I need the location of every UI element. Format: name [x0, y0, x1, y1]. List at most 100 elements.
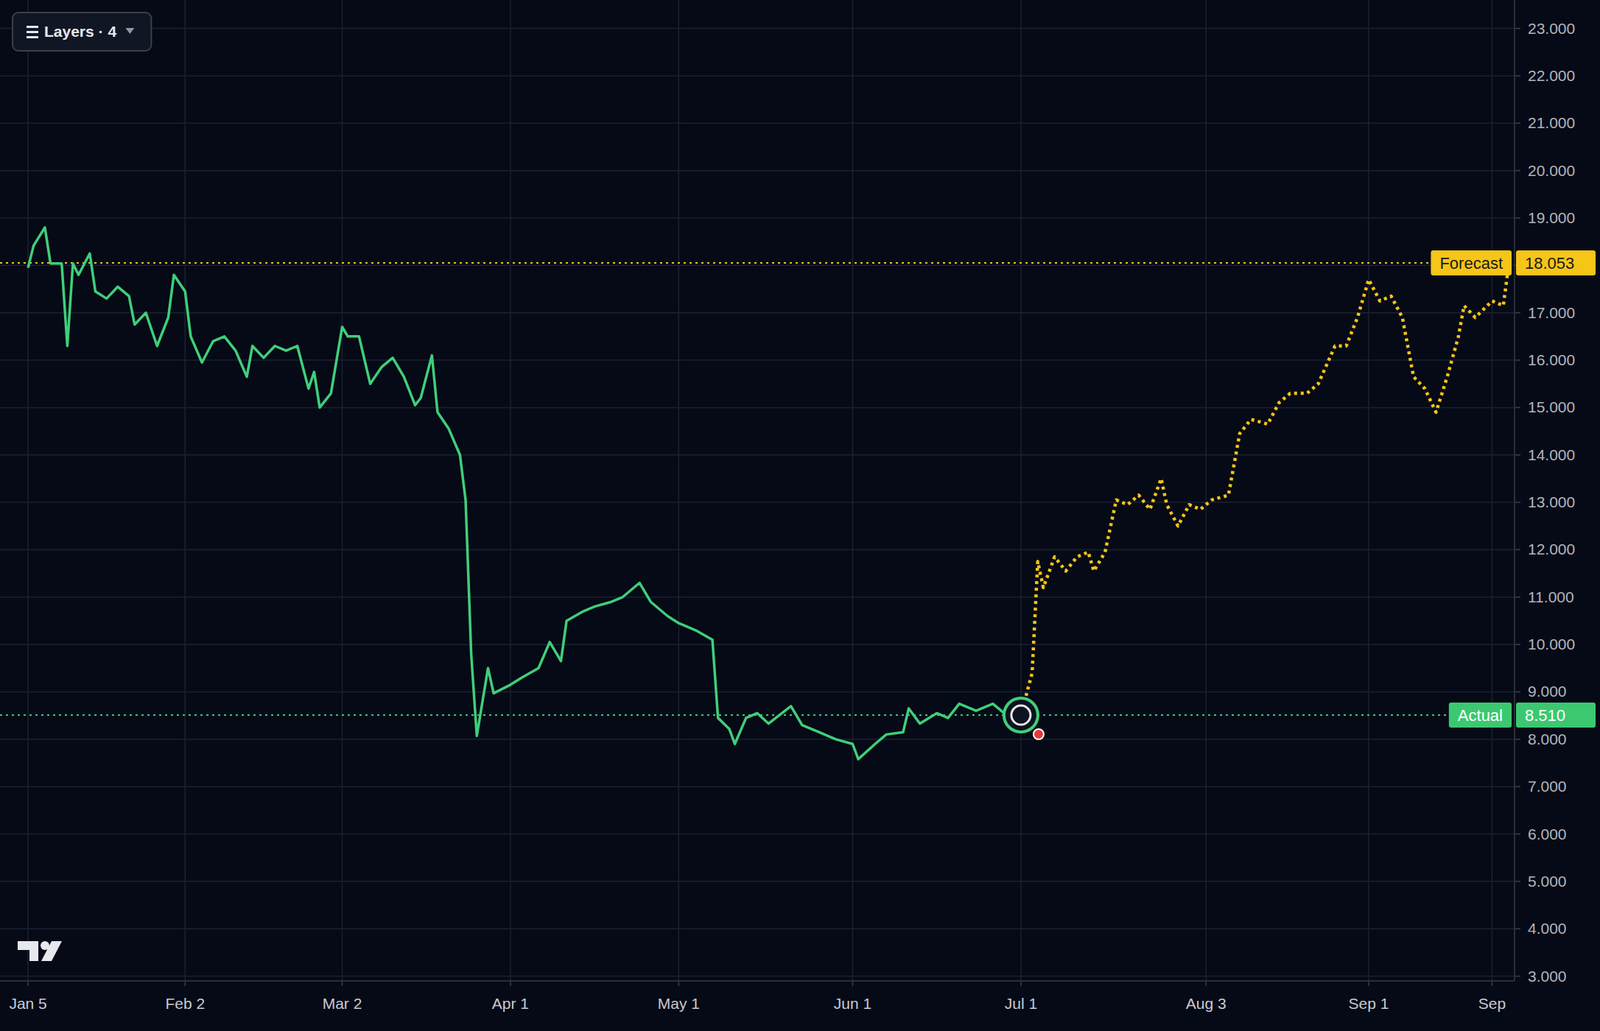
y-tick-label: 16.000 [1527, 351, 1575, 369]
grid-line [509, 0, 512, 982]
y-tick-label: 8.000 [1527, 730, 1567, 748]
price-tags: 18.053Forecast8.510Actual [1430, 250, 1596, 728]
value-tag [1516, 250, 1596, 276]
y-tick-label: 21.000 [1527, 114, 1575, 132]
grid [0, 0, 1515, 982]
logo-part [41, 941, 62, 962]
tick-mark [184, 981, 187, 987]
tick-mark [1491, 981, 1494, 987]
tick-mark [1514, 549, 1521, 552]
tick-mark [27, 981, 29, 987]
grid-line [852, 0, 854, 982]
tick-mark [1514, 976, 1521, 978]
x-tick-label: Sep 1 [1348, 995, 1390, 1013]
layers-button[interactable]: Layers · 4 [12, 12, 152, 51]
tick-mark [1514, 833, 1521, 836]
y-tick-label: 20.000 [1527, 162, 1575, 180]
x-tick-label: Sep [1478, 995, 1506, 1013]
tick-mark [1514, 312, 1521, 314]
grid-line [0, 407, 1515, 409]
y-tick-label: 4.000 [1527, 920, 1567, 938]
grid-line [0, 217, 1515, 219]
axes: 3.0004.0005.0006.0007.0008.0009.00010.00… [0, 0, 1575, 1013]
y-tick-label: 19.000 [1527, 209, 1575, 227]
tick-mark [1367, 981, 1370, 987]
last-point-marker [1004, 698, 1038, 733]
plot-area [0, 227, 1515, 760]
name-tag [1430, 250, 1512, 276]
y-tick-label: 23.000 [1527, 19, 1575, 37]
grid-line [0, 454, 1515, 456]
tick-mark [852, 981, 854, 987]
value-tag-label: 18.053 [1524, 254, 1575, 273]
name-tag-label: Forecast [1439, 254, 1503, 273]
grid-line [184, 0, 187, 982]
grid-line [27, 0, 29, 982]
grid-line [0, 75, 1515, 77]
x-tick-label: May 1 [657, 995, 700, 1013]
target-icon [1033, 729, 1044, 740]
x-tick-label: Jun 1 [833, 995, 872, 1013]
tick-mark [1020, 981, 1022, 987]
series-line [27, 227, 1021, 760]
y-tick-label: 13.000 [1527, 493, 1575, 511]
tick-mark [341, 981, 344, 987]
grid-line [1367, 0, 1370, 982]
logo [17, 941, 62, 962]
tick-mark [1514, 738, 1521, 741]
tick-mark [1514, 501, 1521, 504]
grid-line [0, 501, 1515, 504]
y-tick-label: 3.000 [1527, 967, 1567, 985]
grid-line [1205, 0, 1207, 982]
grid-line [0, 881, 1515, 883]
layers-label[interactable]: Layers · 4 [44, 22, 117, 40]
tick-mark [1514, 881, 1521, 883]
x-tick-label: Mar 2 [322, 995, 363, 1013]
grid-line [0, 833, 1515, 836]
tick-mark [1514, 786, 1521, 788]
series-line [1020, 262, 1509, 716]
grid-line [0, 123, 1515, 125]
menu-icon [26, 25, 39, 28]
tick-mark [1514, 643, 1521, 646]
tick-mark [1514, 928, 1521, 930]
x-tick-label: Jan 5 [8, 995, 47, 1013]
grid-line [341, 0, 344, 982]
grid-line [0, 928, 1515, 930]
chart: 3.0004.0005.0006.0007.0008.0009.00010.00… [0, 0, 1600, 1031]
name-tag-label: Actual [1457, 706, 1503, 725]
logo-part [17, 941, 39, 962]
grid-line [0, 27, 1515, 30]
x-tick-label: Aug 3 [1186, 995, 1227, 1013]
tick-mark [1514, 217, 1521, 219]
grid-line [0, 691, 1515, 694]
tick-mark [1205, 981, 1207, 987]
y-tick-label: 15.000 [1527, 398, 1575, 416]
background [0, 0, 1600, 1031]
x-tick-label: Apr 1 [492, 995, 529, 1013]
grid-line [1491, 0, 1494, 982]
layers-button-bg[interactable] [12, 12, 152, 51]
grid-line [0, 170, 1515, 172]
grid-line [0, 265, 1515, 267]
menu-icon [26, 36, 39, 39]
tick-mark [1514, 691, 1521, 694]
y-tick-label: 14.000 [1527, 446, 1575, 464]
y-tick-label: 5.000 [1527, 872, 1567, 890]
price-line [0, 262, 1515, 264]
tick-mark [509, 981, 512, 987]
tick-mark [1514, 170, 1521, 172]
tick-mark [1514, 75, 1521, 77]
y-tick-label: 10.000 [1527, 635, 1575, 653]
x-tick-label: Jul 1 [1004, 995, 1038, 1013]
y-tick-label: 9.000 [1527, 682, 1567, 700]
grid-line [0, 359, 1515, 361]
grid-line [678, 0, 680, 982]
tick-mark [1514, 407, 1521, 409]
tick-mark [1514, 27, 1521, 30]
grid-line [0, 786, 1515, 788]
menu-icon [26, 30, 39, 34]
grid-line [0, 643, 1515, 646]
tick-mark [1514, 359, 1521, 361]
marker-icon [1011, 705, 1031, 725]
